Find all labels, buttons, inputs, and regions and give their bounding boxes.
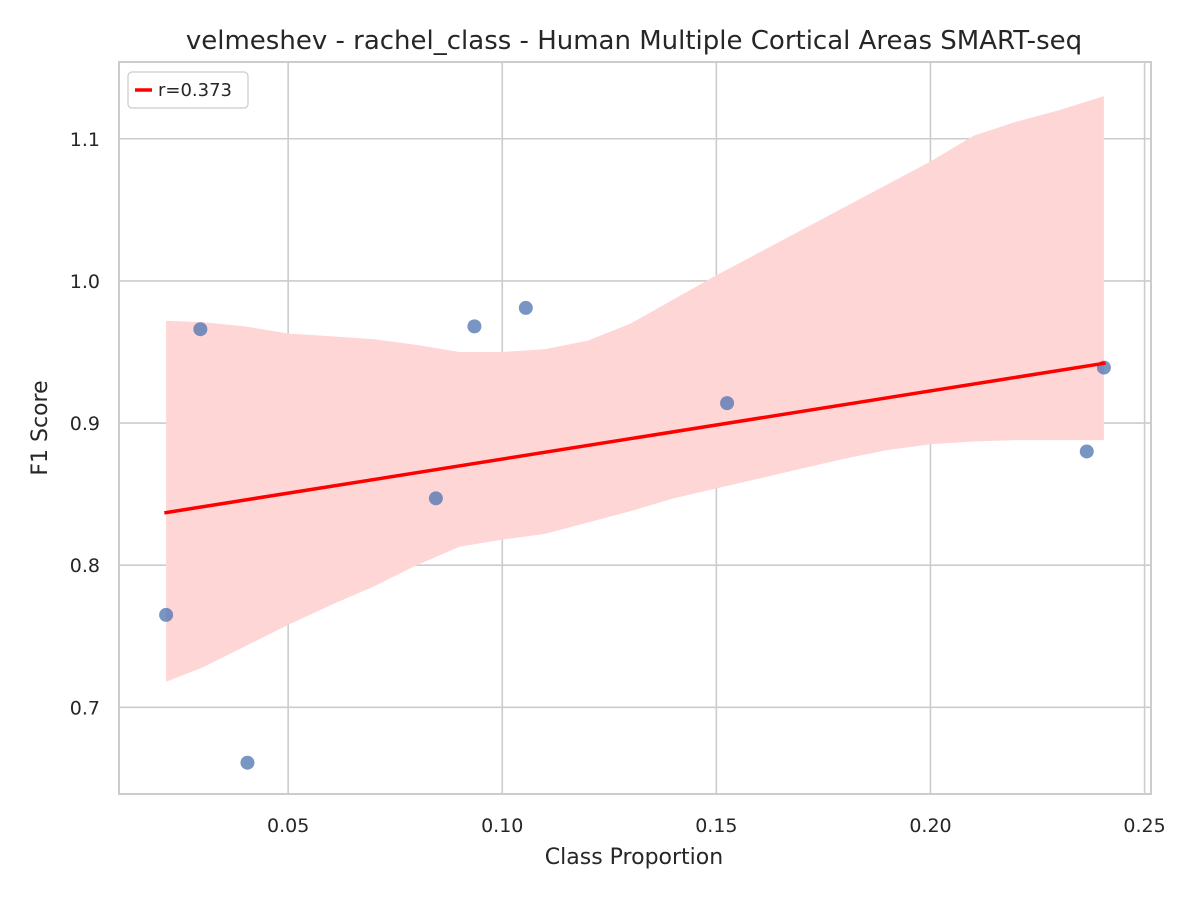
y-tick-label-3: 1.0 [70,271,100,293]
y-tick-label-0: 0.7 [70,697,100,719]
legend-label: r=0.373 [158,80,232,101]
regression-line [164,361,1106,515]
data-point-5 [518,300,533,315]
data-point-4 [467,319,482,334]
legend-frame [127,71,249,109]
data-point-1 [193,322,208,337]
y-tick-label-2: 0.9 [70,413,100,435]
y-tick-label-1: 0.8 [70,555,100,577]
y-axis-label: F1 Score [28,380,53,475]
data-point-6 [720,396,735,411]
chart-title: velmeshev - rachel_class - Human Multipl… [186,26,1082,56]
x-axis-label: Class Proportion [545,845,723,870]
x-tick-label-3: 0.20 [909,815,951,837]
axes-frame [118,61,1152,795]
x-tick-label-4: 0.25 [1123,815,1165,837]
data-point-2 [240,755,255,770]
legend: r=0.373 [127,71,249,109]
data-point-7 [1079,444,1094,459]
plot-area: 0.05 0.10 0.15 0.20 0.25 0.7 0.8 0.9 1.0 1.1 [70,61,1166,837]
y-tick-label-4: 1.1 [70,129,100,151]
confidence-band [166,96,1104,682]
x-tick-label-2: 0.15 [695,815,737,837]
data-point-3 [428,491,443,506]
x-tick-label-0: 0.05 [267,815,309,837]
data-point-0 [159,607,174,622]
x-tick-label-1: 0.10 [481,815,523,837]
